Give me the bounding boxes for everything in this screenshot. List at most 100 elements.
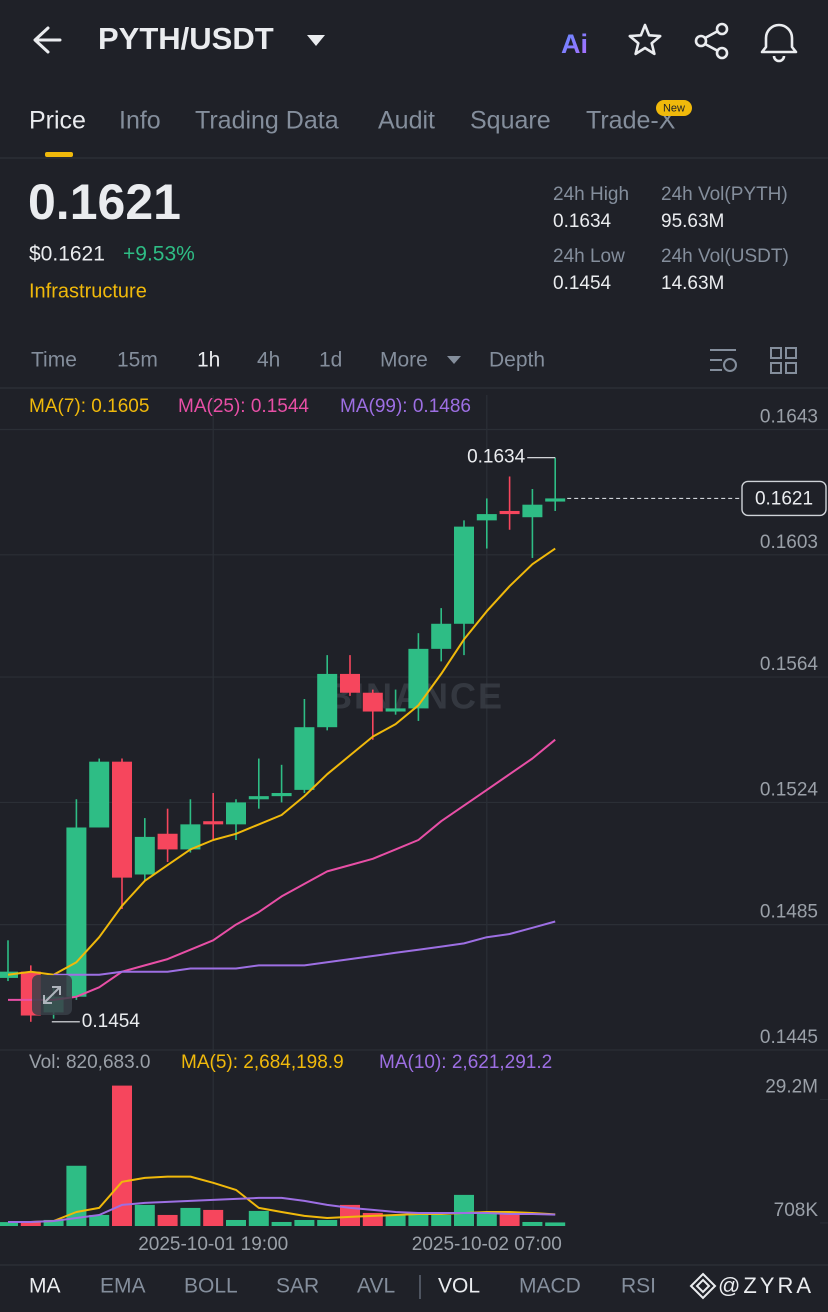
stat-value: 95.63M bbox=[661, 211, 724, 232]
volume-bar bbox=[408, 1214, 429, 1226]
volume-bar bbox=[180, 1207, 201, 1226]
tab[interactable]: Audit bbox=[378, 107, 435, 135]
indicator-tab[interactable]: BOLL bbox=[184, 1275, 238, 1298]
pair-dropdown[interactable] bbox=[307, 35, 325, 46]
stat-value: 14.63M bbox=[661, 273, 724, 294]
volume-bar bbox=[203, 1209, 224, 1226]
volume-bar bbox=[294, 1219, 315, 1226]
indicator-tab[interactable]: SAR bbox=[276, 1275, 319, 1298]
candle-body bbox=[66, 827, 87, 997]
favorite-button[interactable] bbox=[628, 23, 662, 56]
stat-label: 24h High bbox=[553, 184, 629, 205]
indicator-tab[interactable]: RSI bbox=[621, 1275, 656, 1298]
volume-bar bbox=[89, 1214, 110, 1226]
candle-body bbox=[248, 796, 269, 800]
ma-line bbox=[53, 920, 556, 976]
y-tick-label: 0.1603 bbox=[760, 532, 818, 553]
y-tick-label: 0.1643 bbox=[760, 406, 818, 427]
layout-button[interactable] bbox=[770, 347, 797, 374]
indicator-tab[interactable]: EMA bbox=[100, 1275, 146, 1298]
expand-icon bbox=[43, 986, 61, 1004]
candle-body bbox=[203, 821, 224, 825]
volume-bar bbox=[431, 1214, 452, 1226]
candle-body bbox=[385, 708, 406, 712]
candle-body bbox=[362, 692, 383, 712]
legend-entry: MA(7): 0.1605 bbox=[29, 396, 149, 417]
tab[interactable]: Info bbox=[119, 107, 161, 135]
y-tick-label: 0.1485 bbox=[760, 902, 818, 923]
share-button[interactable] bbox=[694, 22, 729, 60]
volume-bar bbox=[454, 1194, 474, 1226]
more-dropdown[interactable] bbox=[447, 356, 461, 364]
y-tick-label: 708K bbox=[774, 1200, 819, 1221]
candle-body bbox=[112, 761, 132, 878]
candle-body bbox=[545, 498, 566, 502]
legend-entry: Vol: 820,683.0 bbox=[29, 1052, 151, 1073]
volume-bar bbox=[385, 1214, 406, 1226]
volume-bar bbox=[476, 1212, 497, 1226]
candle-body bbox=[454, 526, 474, 624]
credit: @ZYRA bbox=[718, 1273, 814, 1298]
candle-body bbox=[499, 510, 520, 515]
volume-bar bbox=[499, 1212, 520, 1226]
indicator-tab[interactable]: MA bbox=[29, 1275, 61, 1298]
interval[interactable]: 1h bbox=[197, 349, 220, 372]
indicator-tab[interactable]: MACD bbox=[519, 1275, 581, 1298]
last-price-tag bbox=[741, 480, 827, 517]
interval[interactable]: 4h bbox=[257, 349, 280, 372]
candle-body bbox=[317, 673, 338, 728]
interval[interactable]: 15m bbox=[117, 349, 158, 372]
volume-bar bbox=[340, 1204, 360, 1226]
volume-bar bbox=[226, 1219, 246, 1226]
tab[interactable]: Square bbox=[470, 107, 551, 135]
interval[interactable]: More bbox=[380, 349, 428, 372]
candle-body bbox=[157, 833, 178, 850]
candle-body bbox=[431, 623, 452, 649]
volume-bar bbox=[317, 1219, 338, 1226]
stat-value: 0.1634 bbox=[553, 211, 612, 232]
x-tick-label: 2025-10-01 19:00 bbox=[138, 1234, 288, 1255]
pair-title[interactable]: PYTH/USDT bbox=[98, 21, 274, 56]
credit-logo bbox=[689, 1272, 717, 1300]
price-change: +9.53% bbox=[123, 243, 195, 266]
ma-line bbox=[7, 547, 556, 976]
indicator-tab[interactable]: VOL bbox=[438, 1275, 480, 1298]
alert-button[interactable] bbox=[760, 23, 798, 63]
chart-settings-button[interactable] bbox=[710, 349, 737, 372]
volume-bar bbox=[20, 1221, 41, 1226]
legend-entry: MA(99): 0.1486 bbox=[340, 396, 471, 417]
interval[interactable]: 1d bbox=[319, 349, 342, 372]
indicator-tab[interactable]: AVL bbox=[357, 1275, 395, 1298]
volume-bar bbox=[43, 1219, 64, 1226]
candle-body bbox=[180, 824, 201, 850]
candle-body bbox=[226, 802, 246, 825]
tab[interactable]: Price bbox=[29, 107, 86, 135]
stat-label: 24h Vol(USDT) bbox=[661, 246, 789, 267]
active-tab-indicator bbox=[45, 152, 73, 157]
volume-bar bbox=[522, 1221, 543, 1226]
stat-value: 0.1454 bbox=[553, 273, 612, 294]
volume-bar bbox=[134, 1204, 155, 1226]
interval[interactable]: Depth bbox=[489, 349, 545, 372]
interval[interactable]: Time bbox=[31, 349, 77, 372]
sector-tag[interactable]: Infrastructure bbox=[29, 280, 147, 302]
y-tick-label: 0.1564 bbox=[760, 654, 819, 675]
y-tick-label: 0.1524 bbox=[760, 779, 819, 800]
chart: 0.1445 0.1485 0.1524 0.1564 0.1603 0.1643 2025… bbox=[0, 395, 828, 1255]
annotation-label: 0.1454 bbox=[82, 1011, 141, 1032]
y-tick-label: 29.2M bbox=[765, 1076, 818, 1097]
stat-label: 24h Low bbox=[553, 246, 625, 267]
legend-entry: MA(25): 0.1544 bbox=[178, 396, 309, 417]
volume-bar bbox=[0, 1222, 18, 1226]
ai-button[interactable]: Ai bbox=[561, 29, 588, 59]
stat-label: 24h Vol(PYTH) bbox=[661, 184, 788, 205]
tab[interactable]: Trading Data bbox=[195, 107, 339, 135]
candle-body bbox=[408, 648, 429, 709]
legend-entry: MA(10): 2,621,291.2 bbox=[379, 1052, 552, 1073]
interval-bar: Time 15m 1h 4h 1d More Depth bbox=[31, 349, 545, 372]
candle-body bbox=[522, 504, 543, 518]
volume-ma-line bbox=[8, 1196, 556, 1223]
back-button[interactable] bbox=[33, 26, 62, 54]
